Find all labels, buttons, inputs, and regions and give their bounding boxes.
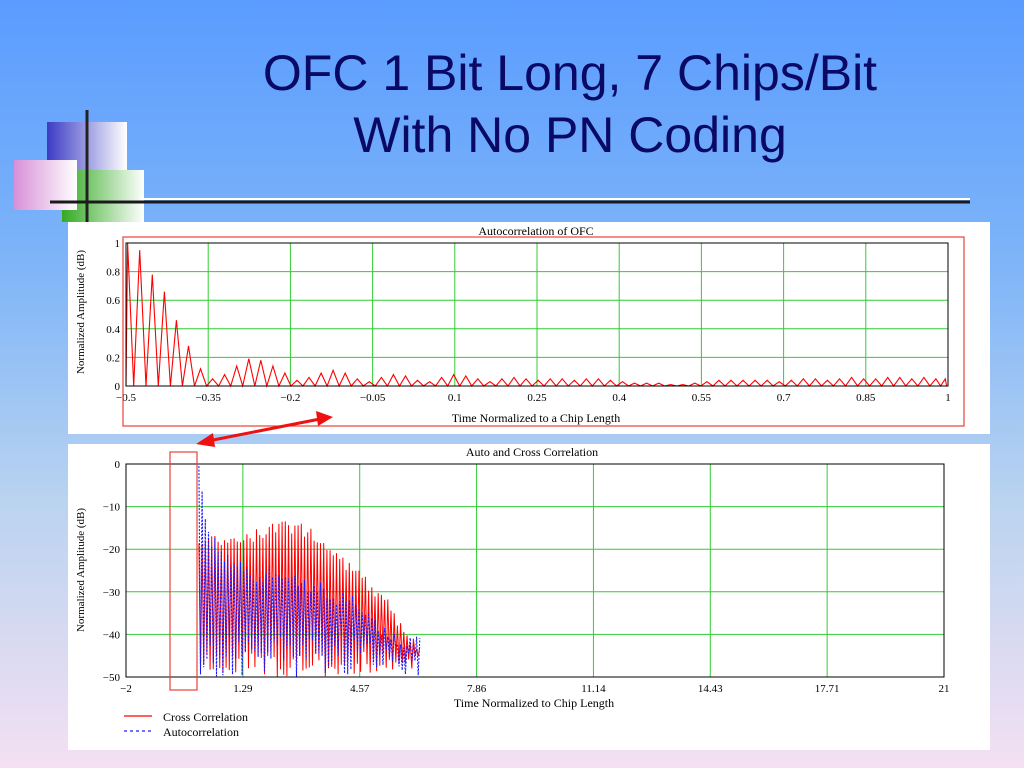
chart2-ylabel: Normalized Amplitude (dB) [75, 508, 87, 632]
chart2-series [198, 466, 421, 677]
y-tick-label: 0 [115, 381, 121, 393]
y-tick-label: 0.4 [106, 324, 120, 336]
y-tick-label: −30 [103, 587, 121, 599]
chart1-xlabel: Time Normalized to a Chip Length [452, 411, 621, 425]
chart1-ylabel: Normalized Amplitude (dB) [75, 250, 87, 374]
x-tick-label: 21 [939, 683, 950, 695]
x-tick-label: −0.2 [280, 392, 300, 404]
x-tick-label: 4.57 [350, 683, 370, 695]
chart2-title: Auto and Cross Correlation [466, 445, 598, 459]
x-tick-label: 1.29 [233, 683, 253, 695]
deco-square-blue [47, 122, 127, 188]
chart1-title: Autocorrelation of OFC [478, 224, 593, 238]
chart1-grid [125, 242, 949, 387]
y-tick-label: −40 [103, 629, 121, 641]
x-tick-label: 14.43 [698, 683, 723, 695]
y-tick-label: 0 [115, 459, 121, 471]
chart2-x-ticks: −2 1.29 4.57 7.86 11.14 14.43 17.71 21 [120, 683, 949, 695]
legend-label-cross-correlation: Cross Correlation [163, 710, 248, 724]
x-tick-label: 1 [945, 392, 951, 404]
slide-title-line2: With No PN Coding [353, 107, 787, 163]
chart2-y-ticks: 0 −10 −20 −30 −40 −50 [103, 459, 121, 684]
y-tick-label: 1 [115, 238, 121, 250]
slide-title-line1: OFC 1 Bit Long, 7 Chips/Bit [262, 45, 878, 101]
legend-label-autocorrelation: Autocorrelation [163, 725, 239, 739]
chart2-legend: Cross Correlation Autocorrelation [124, 710, 248, 739]
chart1-y-ticks: 0 0.2 0.4 0.6 0.8 1 [106, 238, 120, 393]
y-tick-label: 0.6 [106, 295, 120, 307]
auto-cross-correlation-chart: Auto and Cross Correlation Normalized Am… [75, 445, 950, 739]
chart1-x-ticks: −0.5 −0.35 −0.2 −0.05 0.1 0.25 0.4 0.55 0.7 0.85 1 [116, 392, 951, 404]
x-tick-label: 0.85 [856, 392, 876, 404]
auto-cross-correlation-chart-panel: Auto and Cross Correlation Normalized Am… [68, 444, 990, 750]
x-tick-label: 11.14 [581, 683, 606, 695]
y-tick-label: −10 [103, 502, 121, 514]
x-tick-label: −0.05 [360, 392, 386, 404]
y-tick-label: 0.8 [106, 267, 120, 279]
deco-square-pink [14, 160, 77, 210]
autocorrelation-chart-panel: Autocorrelation of OFC Normalized Amplit… [68, 222, 990, 434]
x-tick-label: 0.55 [692, 392, 712, 404]
x-tick-label: 0.1 [448, 392, 462, 404]
y-tick-label: −50 [103, 672, 121, 684]
cross-correlation-line [198, 521, 421, 677]
chart2-xlabel: Time Normalized to Chip Length [454, 696, 614, 710]
chart2-frame [125, 463, 945, 678]
y-tick-label: 0.2 [106, 352, 120, 364]
x-tick-label: 0.4 [612, 392, 626, 404]
x-tick-label: 7.86 [467, 683, 487, 695]
autocorrelation-line [125, 242, 948, 389]
slide-title: OFC 1 Bit Long, 7 Chips/Bit With No PN C… [180, 42, 960, 166]
x-tick-label: −0.5 [116, 392, 136, 404]
x-tick-label: 17.71 [815, 683, 840, 695]
chart1-series [125, 242, 948, 389]
x-tick-label: −0.35 [195, 392, 221, 404]
deco-square-green [62, 170, 144, 222]
plot-frame [125, 463, 945, 678]
x-tick-label: −2 [120, 683, 132, 695]
autocorrelation-chart: Autocorrelation of OFC Normalized Amplit… [75, 224, 951, 425]
autocorrelation-line [198, 466, 421, 677]
y-tick-label: −20 [103, 544, 121, 556]
x-tick-label: 0.25 [527, 392, 547, 404]
x-tick-label: 0.7 [777, 392, 791, 404]
